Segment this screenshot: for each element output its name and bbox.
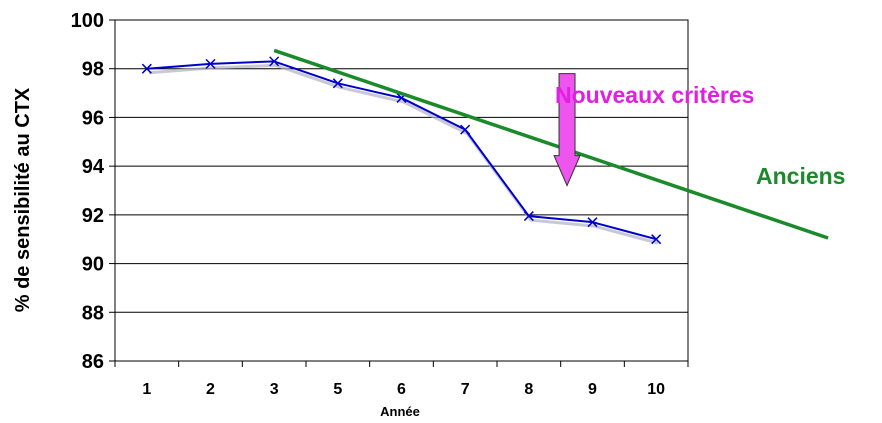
criteria-change-arrow: [553, 73, 581, 187]
x-tick-label-9: 9: [588, 381, 597, 398]
data-point-7: [460, 124, 471, 135]
x-axis-label: Année: [380, 404, 420, 419]
y-tick-label-94: 94: [82, 156, 105, 178]
series-shadow-line: [148, 63, 659, 245]
trend-line-anciens: [273, 48, 829, 240]
series-layer: [141, 56, 662, 245]
x-tick-label-5: 5: [333, 381, 342, 398]
y-tick-label-98: 98: [82, 59, 104, 81]
data-point-10: [651, 234, 662, 245]
annotation-nouveaux-criteres: Nouveaux critères: [555, 82, 754, 108]
x-tick-label-1: 1: [142, 381, 151, 398]
x-tick-label-7: 7: [461, 381, 470, 398]
x-tick-label-10: 10: [647, 381, 665, 398]
y-tick-label-100: 100: [71, 10, 104, 32]
y-tick-label-96: 96: [82, 107, 104, 129]
data-point-9: [587, 217, 598, 228]
x-axis-ticks: 1 2 3 5 6 7 8 9 10: [114, 361, 689, 398]
x-tick-label-3: 3: [270, 381, 279, 398]
overlay-layer: [273, 48, 829, 240]
x-tick-label-6: 6: [397, 381, 406, 398]
y-axis-label: % de sensibilité au CTX: [12, 87, 34, 312]
y-tick-label-90: 90: [82, 254, 104, 276]
plot-area-border: [114, 19, 689, 362]
x-tick-label-8: 8: [524, 381, 533, 398]
data-point-8: [523, 211, 534, 222]
data-point-2: [205, 58, 216, 69]
data-point-3: [269, 56, 280, 67]
y-tick-label-88: 88: [82, 302, 104, 324]
y-axis-ticks: 86 88 90 92 94 96 98 100: [71, 10, 115, 373]
y-tick-label-86: 86: [82, 351, 104, 373]
data-point-5: [332, 78, 343, 89]
y-tick-label-92: 92: [82, 205, 104, 227]
data-point-1: [141, 63, 152, 74]
annotation-anciens: Anciens: [756, 163, 845, 189]
x-tick-label-2: 2: [206, 381, 215, 398]
